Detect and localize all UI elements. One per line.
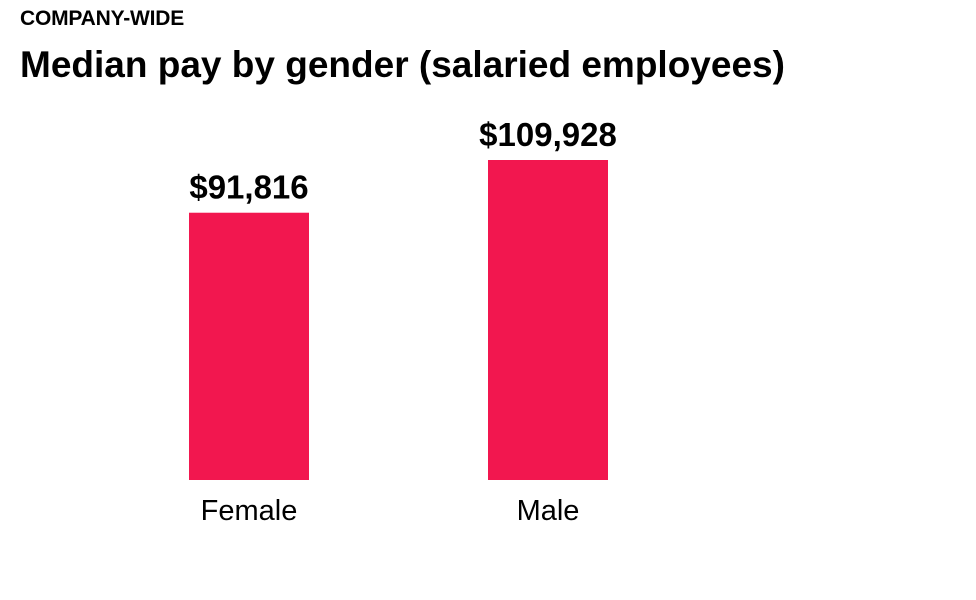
chart-title: Median pay by gender (salaried employees… (20, 44, 785, 85)
category-label-male: Male (517, 495, 580, 527)
category-label-female: Female (201, 495, 298, 527)
bar-male (488, 160, 608, 480)
value-label-female: $91,816 (189, 169, 308, 206)
bars-group (189, 160, 608, 480)
bar-female (189, 212, 309, 480)
chart-kicker: COMPANY-WIDE (20, 7, 185, 30)
category-labels-group: Female Male (201, 495, 580, 527)
value-label-male: $109,928 (479, 116, 617, 153)
value-labels-group: $91,816 $109,928 (189, 116, 616, 206)
